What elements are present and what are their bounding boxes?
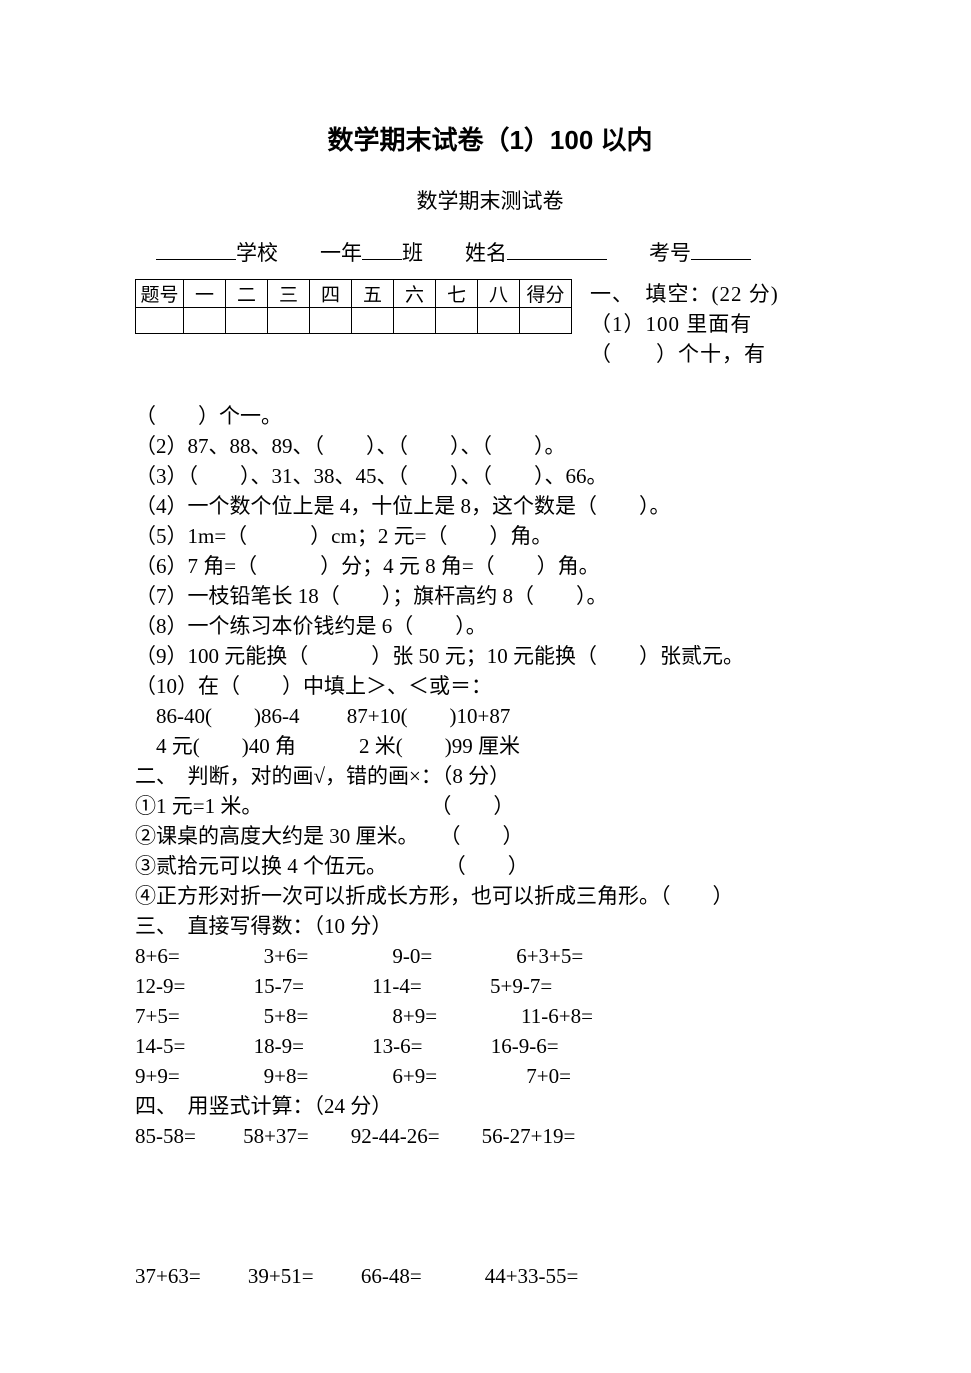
question-text: （4）一个数个位上是 4，十位上是 8，这个数是（ ）。 xyxy=(135,494,671,518)
score-table-header-row: 题号 一 二 三 四 五 六 七 八 得分 xyxy=(136,280,572,308)
question-text: （ ）个一。 xyxy=(135,404,282,428)
score-value-cell[interactable] xyxy=(394,308,436,334)
section4-heading: 四、 用竖式计算：（24 分） xyxy=(135,1094,392,1118)
question-text: （7）一枝铅笔长 18（ ）；旗杆高约 8（ ）。 xyxy=(135,584,608,608)
score-value-cell[interactable] xyxy=(520,308,572,334)
arithmetic-row: 37+63= 39+51= 66-48= 44+33-55= xyxy=(135,1261,845,1291)
page-title: 数学期末试卷（1）100 以内 xyxy=(135,120,845,157)
question-text: （10）在（ ）中填上＞、＜或＝： xyxy=(135,674,492,698)
student-info-line: 学校 一年 班 姓名 考号 xyxy=(135,237,845,267)
arithmetic-row: 9+9= 9+8= 6+9= 7+0= xyxy=(135,1064,571,1088)
score-value-cell[interactable] xyxy=(352,308,394,334)
score-value-cell[interactable] xyxy=(268,308,310,334)
question-text: ③贰拾元可以换 4 个伍元。 （ ） xyxy=(135,854,529,878)
section3-heading: 三、 直接写得数：（10 分） xyxy=(135,914,392,938)
score-header-cell: 六 xyxy=(394,280,436,308)
score-value-cell[interactable] xyxy=(310,308,352,334)
score-header-cell: 七 xyxy=(436,280,478,308)
arithmetic-row: 14-5= 18-9= 13-6= 16-9-6= xyxy=(135,1034,559,1058)
arithmetic-row: 7+5= 5+8= 8+9= 11-6+8= xyxy=(135,1004,593,1028)
score-value-cell[interactable] xyxy=(184,308,226,334)
score-header-cell: 一 xyxy=(184,280,226,308)
question-text: （3）（ ）、31、38、45、（ ）、（ ）、66。 xyxy=(135,464,608,488)
score-value-cell[interactable] xyxy=(226,308,268,334)
question-text: （8）一个练习本价钱约是 6（ ）。 xyxy=(135,614,487,638)
score-value-cell[interactable] xyxy=(478,308,520,334)
question-text: ④正方形对折一次可以折成长方形，也可以折成三角形。（ ） xyxy=(135,884,734,908)
examid-label: 考号 xyxy=(649,241,691,265)
name-label: 姓名 xyxy=(465,241,507,265)
question-text: 4 元( )40 角 2 米( )99 厘米 xyxy=(135,734,520,758)
question-text: （6）7 角=（ ）分；4 元 8 角=（ ）角。 xyxy=(135,554,600,578)
question-text: ①1 元=1 米。 （ ） xyxy=(135,794,514,818)
score-header-cell: 二 xyxy=(226,280,268,308)
grade-label: 一年 xyxy=(320,241,362,265)
question-text: （ ）个十，有 xyxy=(590,339,845,369)
question-text: ②课桌的高度大约是 30 厘米。 （ ） xyxy=(135,824,524,848)
question-text: 86-40( )86-4 87+10( )10+87 xyxy=(135,704,510,728)
question-text: （2）87、88、89、（ ）、（ ）、（ ）。 xyxy=(135,434,566,458)
score-value-cell[interactable] xyxy=(436,308,478,334)
page-subtitle: 数学期末测试卷 xyxy=(135,185,845,215)
score-header-cell: 四 xyxy=(310,280,352,308)
class-label: 班 xyxy=(402,241,423,265)
score-header-cell: 五 xyxy=(352,280,394,308)
score-table: 题号 一 二 三 四 五 六 七 八 得分 xyxy=(135,279,572,334)
question-text: （9）100 元能换（ ）张 50 元；10 元能换（ ）张贰元。 xyxy=(135,644,744,668)
score-table-value-row xyxy=(136,308,572,334)
score-header-cell: 八 xyxy=(478,280,520,308)
section1-heading: 一、 填空：(22 分) xyxy=(590,279,845,309)
arithmetic-row: 8+6= 3+6= 9-0= 6+3+5= xyxy=(135,944,583,968)
arithmetic-row: 85-58= 58+37= 92-44-26= 56-27+19= xyxy=(135,1124,575,1148)
school-label: 学校 xyxy=(236,241,278,265)
section2-heading: 二、 判断，对的画√，错的画×：（8 分） xyxy=(135,764,510,788)
score-header-cell: 题号 xyxy=(136,280,184,308)
question-text: （5）1m=（ ）cm；2 元=（ ）角。 xyxy=(135,524,552,548)
question-text: （1）100 里面有 xyxy=(590,309,845,339)
score-header-cell: 得分 xyxy=(520,280,572,308)
score-value-cell[interactable] xyxy=(136,308,184,334)
score-header-cell: 三 xyxy=(268,280,310,308)
arithmetic-row: 12-9= 15-7= 11-4= 5+9-7= xyxy=(135,974,552,998)
